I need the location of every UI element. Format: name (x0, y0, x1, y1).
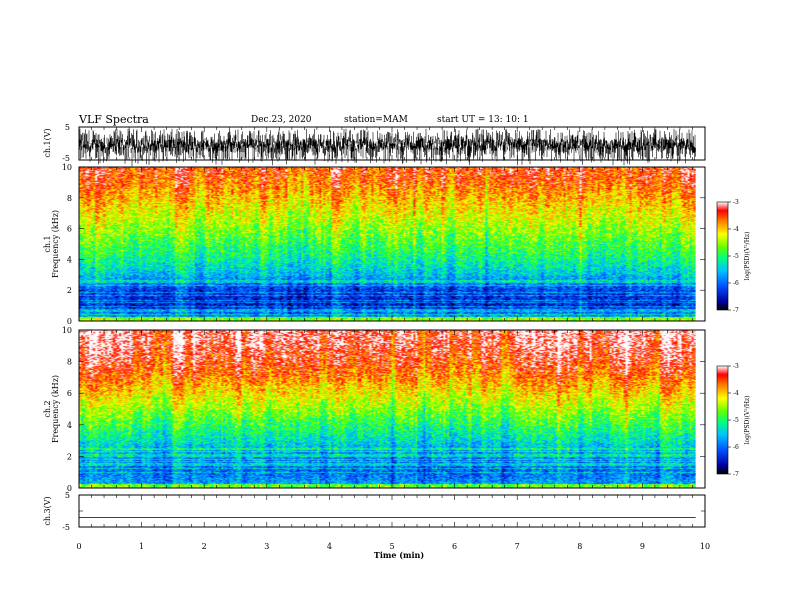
colorbar-tick-label: -3 (733, 363, 739, 370)
ch1-waveform-ylabel: ch.1(V) (43, 128, 52, 157)
x-tick-label: 9 (640, 542, 645, 551)
x-tick-label: 8 (577, 542, 582, 551)
colorbar-tick-label: -5 (733, 253, 739, 260)
ch2-ytick-label: 2 (67, 452, 72, 461)
ch1-colorbar (716, 201, 729, 311)
ch1-colorbar-label: log(PSD)(V²/Hz) (744, 232, 751, 281)
ch3-ytick-label: 5 (65, 491, 70, 500)
x-tick-label: 10 (700, 542, 710, 551)
colorbar-tick-label: -4 (733, 390, 739, 397)
ch1-waveform-trace (79, 128, 696, 167)
x-tick-label: 1 (139, 542, 144, 551)
ch1-ytick-bottom: -5 (62, 154, 70, 163)
ch2-spectrogram-image (79, 330, 696, 488)
ch3-waveform-panel: 5 -5 ch.3(V) (43, 491, 706, 532)
x-tick-label: 0 (76, 542, 81, 551)
date-label: Dec.23, 2020 (251, 115, 312, 125)
ch3-waveform-ylabel: ch.3(V) (43, 496, 52, 525)
ch1-spectrogram-image (79, 167, 696, 321)
ch2-colorbar (716, 365, 729, 475)
ch3-ytick-label: -5 (62, 523, 70, 532)
chart-title: VLF Spectra (79, 113, 149, 126)
colorbar-tick-label: -5 (733, 417, 739, 424)
ch1-ytick-label: 0 (67, 317, 72, 326)
colorbar-tick-label: -6 (733, 444, 739, 451)
ch1-ytick-label: 6 (67, 225, 72, 234)
x-tick-label: 3 (264, 542, 269, 551)
ch1-ytick-top: 5 (65, 123, 70, 132)
x-axis-label: Time (min) (374, 550, 424, 560)
ch1-ytick-label: 4 (67, 255, 72, 264)
ch2-ytick-label: 0 (67, 484, 72, 493)
colorbar-tick-label: -4 (733, 226, 739, 233)
ch2-ytick-label: 10 (62, 326, 72, 335)
ch2-ytick-label: 4 (67, 421, 72, 430)
start-time-label: start UT = 13: 10: 1 (437, 115, 529, 125)
colorbar-tick-label: -7 (733, 307, 739, 314)
time-tick-labels: 0 1 2 3 4 5 6 7 8 9 10 (76, 542, 710, 551)
ch1-waveform-panel: 5 -5 ch.1(V) (43, 123, 706, 167)
time-ticks (78, 127, 706, 527)
x-tick-label: 6 (452, 542, 457, 551)
ch1-ytick-label: 8 (67, 194, 72, 203)
ch1-ytick-label: 2 (67, 286, 72, 295)
ch2-colorbar-label: log(PSD)(V²/Hz) (744, 396, 751, 445)
ch1-waveform-path (79, 128, 696, 167)
colorbar-tick-label: -6 (733, 280, 739, 287)
colorbar-tick-label: -3 (733, 199, 739, 206)
station-label: station=MAM (344, 115, 408, 125)
ch1-channel-label: ch.1 (43, 235, 52, 252)
x-tick-label: 5 (389, 542, 394, 551)
ch1-ytick-label: 10 (62, 163, 72, 172)
ch2-ytick-label: 6 (67, 389, 72, 398)
colorbar-tick-label: -7 (733, 471, 739, 478)
x-tick-label: 2 (202, 542, 207, 551)
x-tick-label: 4 (327, 542, 332, 551)
ch1-frequency-label: Frequency (kHz) (51, 210, 60, 278)
ch2-frequency-label: Frequency (kHz) (51, 375, 60, 443)
ch2-channel-label: ch.2 (43, 400, 52, 417)
x-tick-label: 7 (515, 542, 520, 551)
ch2-ytick-label: 8 (67, 358, 72, 367)
